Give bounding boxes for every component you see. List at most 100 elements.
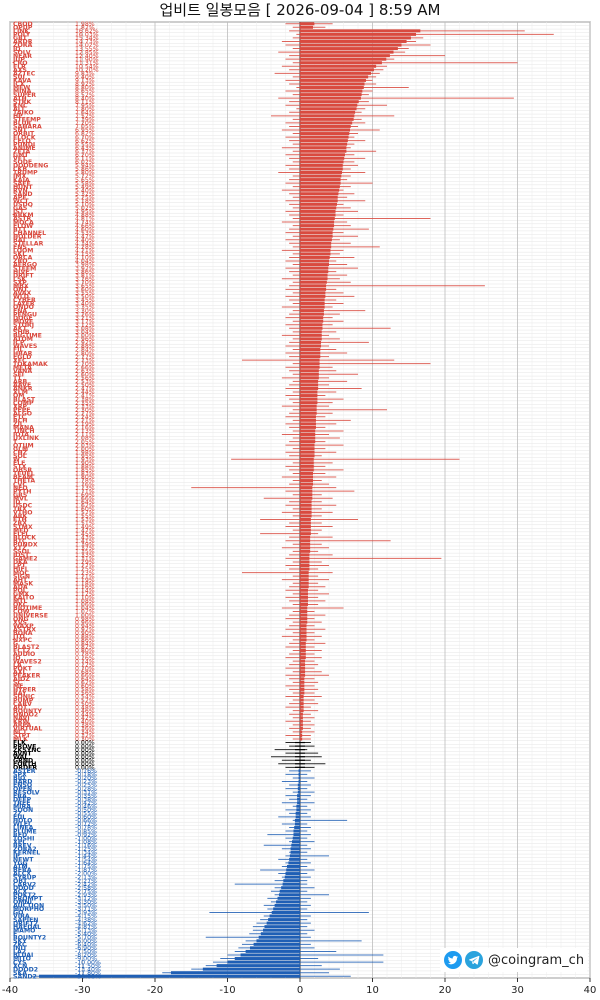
change-bar [300, 447, 315, 451]
change-bar [300, 514, 312, 518]
symbol-label: STEEM [13, 265, 36, 272]
pct-label: 8.65% [75, 88, 95, 95]
symbol-label: MINA [13, 88, 32, 95]
change-bar [300, 202, 337, 206]
symbol-label: ICP [13, 340, 25, 347]
change-bar [300, 263, 329, 267]
pct-label: 1.00% [75, 612, 95, 619]
twitter-icon[interactable] [444, 951, 462, 969]
pct-label: 3.50% [75, 294, 95, 301]
pct-label: -1.87% [75, 867, 97, 874]
pct-label: 2.77% [75, 354, 95, 361]
change-bar [300, 110, 356, 114]
symbol-label: KERNEL [13, 850, 40, 857]
change-bar [300, 248, 331, 252]
pct-label: 5.18% [75, 198, 95, 205]
pct-label: 1.43% [75, 534, 95, 541]
symbol-label: LINEA [13, 825, 34, 832]
change-bar [300, 298, 325, 302]
symbol-label: VIRTUAL [13, 726, 42, 733]
pct-label: -17.80% [75, 970, 101, 977]
symbol-label: BTC [13, 538, 27, 545]
symbol-label: WAVES [13, 343, 37, 350]
pct-label: 0.70% [75, 665, 95, 672]
symbol-label: AQT [13, 704, 28, 711]
pct-label: 2.53% [75, 379, 95, 386]
change-bar [300, 486, 313, 490]
change-bar [300, 316, 324, 320]
pct-label: 1.90% [75, 460, 95, 467]
change-bar [300, 22, 315, 26]
pct-label: 5.80% [75, 170, 95, 177]
change-bar [245, 949, 300, 953]
change-bar [300, 156, 345, 160]
change-bar [300, 443, 315, 447]
change-bar [263, 928, 300, 932]
symbol-label: WLD [13, 294, 29, 301]
symbol-label: LINK [13, 28, 29, 35]
bars-layer [31, 22, 554, 978]
symbol-label: RVN [13, 187, 28, 194]
pct-label: 2.16% [75, 425, 95, 432]
pct-label: 1.33% [75, 552, 95, 559]
symbol-label: ZRO [13, 258, 28, 265]
change-bar [300, 259, 329, 263]
symbol-label: PYTH [13, 488, 31, 495]
telegram-icon[interactable] [465, 951, 483, 969]
change-bar [300, 167, 343, 171]
pct-label: 0.00% [75, 740, 95, 747]
symbol-label: ZKC [13, 942, 27, 949]
change-bar [300, 220, 335, 224]
change-bar [300, 546, 311, 550]
pct-label: -0.31% [75, 789, 97, 796]
symbol-label: BCH [13, 418, 27, 425]
watermark-handle: @coingram_ch [488, 952, 585, 968]
symbol-label: SKY [13, 938, 27, 945]
pct-label: -0.55% [75, 811, 97, 818]
symbol-label: SAPIEN [13, 917, 39, 924]
symbol-label: POL [13, 587, 27, 594]
change-bar [300, 124, 351, 128]
symbol-label: SHIB [13, 329, 30, 336]
change-bar [293, 833, 300, 837]
change-bar [300, 422, 316, 426]
pct-label: 1.78% [75, 478, 95, 485]
pct-label: 7.20% [75, 120, 95, 127]
change-bar [300, 471, 314, 475]
pct-label: -0.28% [75, 786, 97, 793]
pct-label: -4.87% [75, 924, 97, 931]
pct-label: -0.16% [75, 768, 97, 775]
change-bar [294, 826, 300, 830]
pct-label: 0.66% [75, 672, 95, 679]
symbol-label: KAIA [13, 177, 30, 184]
symbol-label: IP [13, 853, 20, 860]
change-bar [282, 882, 300, 886]
symbol-label: JTO [12, 634, 25, 641]
pct-label: 3.21% [75, 315, 95, 322]
change-bar [300, 641, 306, 645]
symbol-label: GAME2 [13, 556, 38, 563]
change-bar [300, 567, 310, 571]
pct-label: 6.02% [75, 159, 95, 166]
symbol-label: FCT2 [13, 648, 30, 655]
symbol-label: ONT [13, 287, 28, 294]
pct-label: 4.95% [75, 209, 95, 216]
symbol-label: ETC [13, 414, 26, 421]
symbol-label: RESOLV [13, 789, 40, 796]
change-bar [300, 351, 321, 355]
pct-label: 1.16% [75, 584, 95, 591]
symbol-label: BLUR [13, 120, 31, 127]
symbol-label: OBT [13, 878, 28, 885]
pct-label: 0.36% [75, 726, 95, 733]
symbol-label: WAXP [13, 623, 34, 630]
change-bar [300, 479, 314, 483]
symbol-label: BREV [13, 842, 32, 849]
symbol-label: STRK [13, 99, 31, 106]
symbol-label: SOON [13, 807, 33, 814]
symbol-label: ORDER [13, 765, 37, 772]
symbol-label: WCT [13, 198, 29, 205]
pct-label: -0.25% [75, 782, 97, 789]
symbol-label: ANKR [13, 386, 33, 393]
change-bar [300, 277, 328, 281]
change-bar [300, 560, 310, 564]
